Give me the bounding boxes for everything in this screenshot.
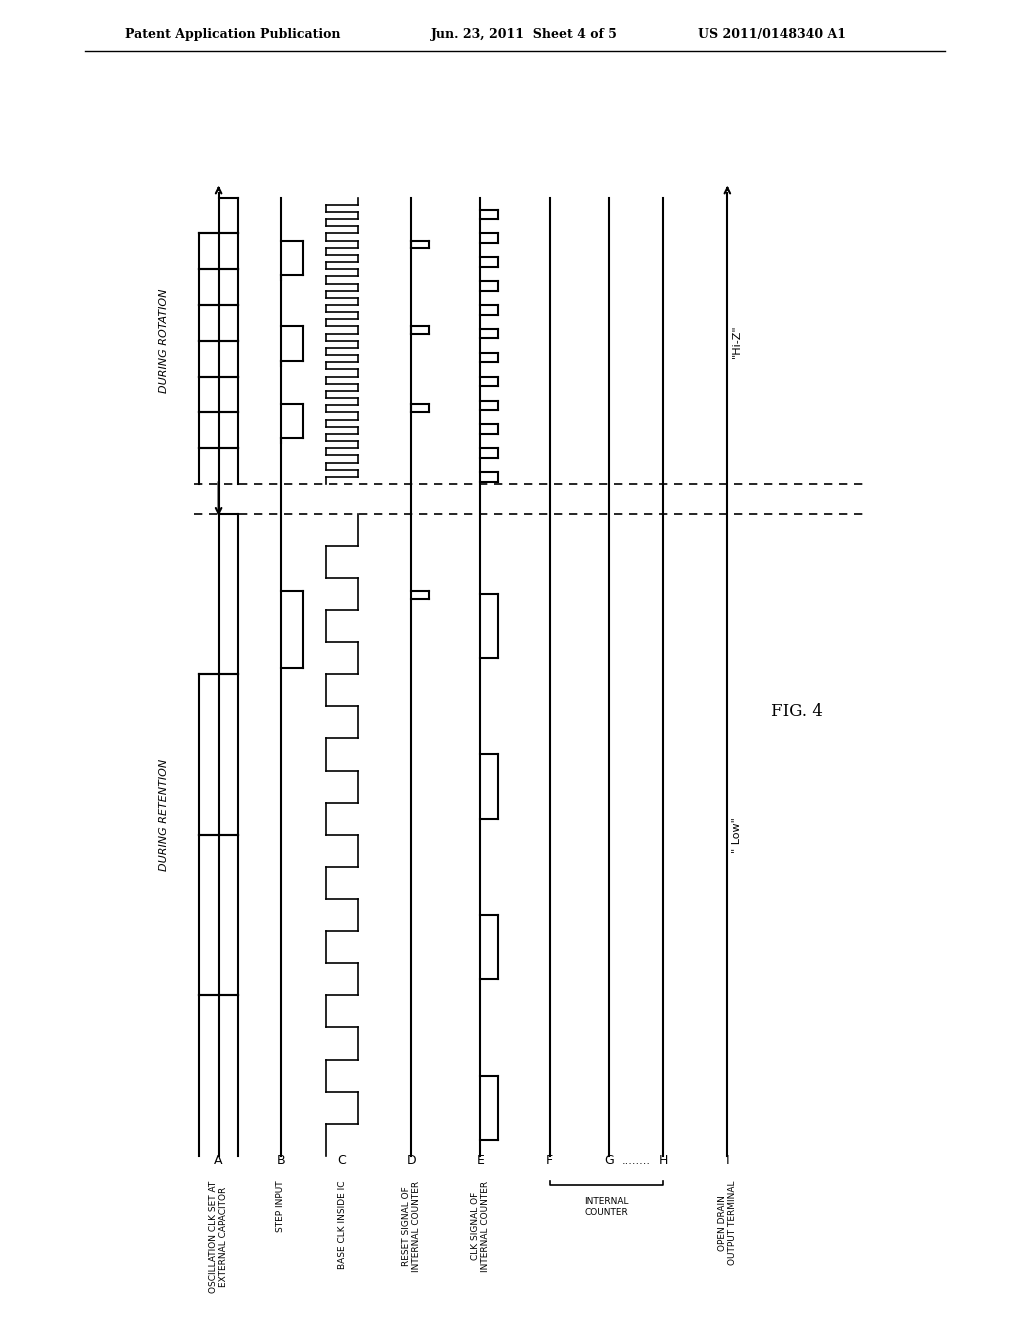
Text: "Hi-Z": "Hi-Z" bbox=[732, 323, 742, 358]
Text: OSCILLATION CLK SET AT
EXTERNAL CAPACITOR: OSCILLATION CLK SET AT EXTERNAL CAPACITO… bbox=[209, 1180, 228, 1292]
Text: E: E bbox=[476, 1154, 484, 1167]
Text: OPEN DRAIN
OUTPUT TERMINAL: OPEN DRAIN OUTPUT TERMINAL bbox=[718, 1180, 737, 1265]
Text: Jun. 23, 2011  Sheet 4 of 5: Jun. 23, 2011 Sheet 4 of 5 bbox=[431, 28, 617, 41]
Text: CLK SIGNAL OF
INTERNAL COUNTER: CLK SIGNAL OF INTERNAL COUNTER bbox=[471, 1180, 490, 1271]
Text: Patent Application Publication: Patent Application Publication bbox=[125, 28, 340, 41]
Text: DURING ROTATION: DURING ROTATION bbox=[160, 289, 169, 393]
Text: STEP INPUT: STEP INPUT bbox=[276, 1180, 286, 1232]
Text: B: B bbox=[276, 1154, 285, 1167]
Text: " Low": " Low" bbox=[732, 817, 742, 853]
Text: DURING RETENTION: DURING RETENTION bbox=[160, 759, 169, 871]
Text: G: G bbox=[604, 1154, 613, 1167]
Text: FIG. 4: FIG. 4 bbox=[771, 702, 822, 719]
Text: C: C bbox=[338, 1154, 346, 1167]
Text: A: A bbox=[214, 1154, 223, 1167]
Text: I: I bbox=[726, 1154, 729, 1167]
Text: ........: ........ bbox=[622, 1156, 650, 1166]
Text: RESET SIGNAL OF
INTERNAL COUNTER: RESET SIGNAL OF INTERNAL COUNTER bbox=[401, 1180, 421, 1271]
Text: BASE CLK INSIDE IC: BASE CLK INSIDE IC bbox=[338, 1180, 346, 1269]
Text: D: D bbox=[407, 1154, 416, 1167]
Text: F: F bbox=[546, 1154, 553, 1167]
Text: US 2011/0148340 A1: US 2011/0148340 A1 bbox=[697, 28, 846, 41]
Text: H: H bbox=[658, 1154, 668, 1167]
Text: INTERNAL
COUNTER: INTERNAL COUNTER bbox=[584, 1197, 629, 1217]
